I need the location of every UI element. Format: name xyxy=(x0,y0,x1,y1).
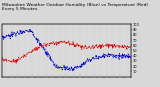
Text: Milwaukee Weather Outdoor Humidity (Blue) vs Temperature (Red) Every 5 Minutes: Milwaukee Weather Outdoor Humidity (Blue… xyxy=(2,3,148,11)
